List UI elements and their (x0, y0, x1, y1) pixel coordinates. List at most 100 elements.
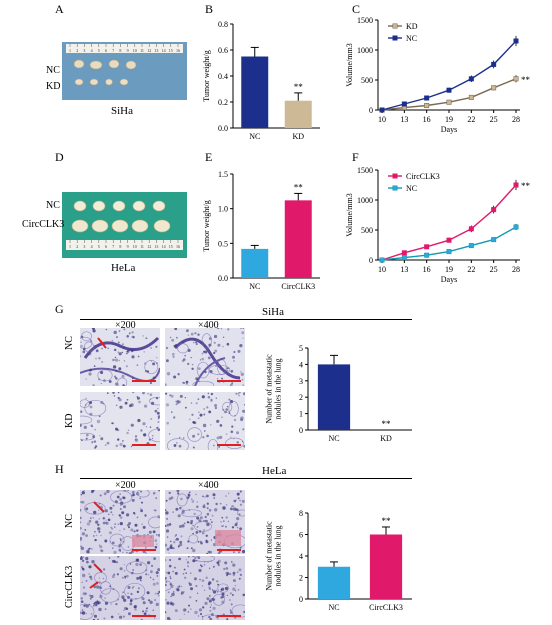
cell-nucleus (208, 567, 211, 569)
cell-nucleus (236, 517, 240, 521)
ruler-tick-label: 9 (127, 48, 129, 53)
cell-nucleus (166, 359, 169, 363)
cell-nucleus (152, 362, 156, 366)
cell-nucleus (229, 599, 231, 601)
ruler-tick-label: 16 (176, 244, 180, 249)
cell-nucleus (128, 333, 131, 335)
cell-nucleus (130, 423, 134, 427)
cell-nucleus (100, 549, 104, 553)
cell-nucleus (209, 588, 211, 590)
cell-nucleus (177, 514, 181, 518)
cell-nucleus (180, 591, 184, 595)
cell-nucleus (195, 531, 199, 534)
cell-nucleus (142, 525, 146, 529)
cell-nucleus (243, 392, 245, 396)
cell-nucleus (226, 342, 230, 346)
cell-nucleus (185, 382, 188, 385)
y-tick-label: 1500 (357, 16, 373, 25)
cell-nucleus (200, 613, 202, 615)
cell-nucleus (236, 431, 240, 435)
cell-nucleus (179, 543, 183, 547)
cell-nucleus (82, 559, 85, 562)
cell-nucleus (241, 331, 245, 335)
cell-nucleus (173, 444, 177, 447)
y-tick-label: 0.8 (218, 20, 228, 29)
cell-nucleus (129, 602, 133, 606)
panel-label-h: H (55, 462, 64, 476)
cell-nucleus (134, 435, 138, 438)
cell-nucleus (189, 596, 192, 599)
arrow-icon (97, 337, 107, 349)
cell-nucleus (150, 418, 153, 420)
cell-nucleus (156, 575, 159, 577)
cell-nucleus (190, 356, 192, 359)
cell-nucleus (232, 571, 236, 575)
cell-nucleus (225, 504, 228, 506)
x-tick-label: 16 (423, 115, 431, 124)
cell-nucleus (127, 592, 129, 595)
cell-nucleus (94, 345, 96, 347)
cell-nucleus (172, 570, 174, 573)
cell-nucleus (229, 573, 232, 576)
cell-nucleus (188, 582, 190, 584)
cell-nucleus (134, 608, 137, 611)
cell-nucleus (95, 604, 98, 607)
cell-nucleus (106, 490, 110, 494)
cell-nucleus (80, 402, 82, 404)
cell-nucleus (206, 512, 210, 516)
cell-nucleus (89, 575, 92, 579)
cell-nucleus (131, 335, 134, 339)
cell-nucleus (94, 614, 97, 618)
cell-nucleus (132, 392, 135, 394)
cell-nucleus (177, 373, 180, 376)
cell-nucleus (91, 441, 94, 444)
alveolus (110, 490, 133, 504)
cell-nucleus (191, 363, 194, 366)
cell-nucleus (225, 408, 228, 411)
cell-nucleus (185, 572, 188, 574)
cell-nucleus (194, 577, 197, 581)
cell-nucleus (197, 540, 200, 543)
cell-nucleus (150, 564, 154, 568)
cell-nucleus (203, 504, 205, 506)
cell-nucleus (86, 560, 89, 564)
cell-nucleus (197, 367, 201, 370)
cell-nucleus (188, 604, 190, 607)
cell-nucleus (210, 539, 213, 541)
cell-nucleus (215, 502, 218, 506)
scale-bar (217, 615, 241, 617)
cell-nucleus (240, 418, 244, 422)
cell-nucleus (238, 395, 240, 397)
cell-nucleus (82, 350, 86, 354)
cell-nucleus (204, 496, 206, 498)
cell-nucleus (92, 329, 96, 333)
alveolus (187, 427, 202, 442)
cell-nucleus (236, 492, 240, 496)
cell-nucleus (165, 511, 169, 515)
cell-nucleus (126, 398, 129, 401)
alveolus (149, 396, 160, 406)
ruler-tick-label: 15 (169, 244, 173, 249)
cell-nucleus (95, 534, 98, 537)
cell-nucleus (118, 548, 122, 552)
cell-nucleus (186, 561, 190, 564)
cell-nucleus (93, 490, 95, 491)
cell-nucleus (111, 527, 114, 530)
cell-nucleus (120, 539, 122, 541)
cell-nucleus (149, 600, 153, 604)
y-tick-label: 500 (361, 76, 373, 85)
tumors-nc-row (73, 200, 166, 212)
cell-nucleus (222, 346, 224, 348)
cell-nucleus (178, 544, 181, 547)
significance-label: ** (521, 181, 531, 191)
cell-nucleus (187, 493, 189, 495)
arrow-icon (93, 501, 105, 513)
cell-nucleus (195, 402, 198, 405)
cell-nucleus (202, 495, 204, 498)
cell-nucleus (115, 404, 118, 407)
section-title-hela: HeLa (262, 465, 287, 477)
cell-nucleus (183, 608, 187, 612)
cell-nucleus (112, 514, 114, 516)
cell-nucleus (98, 518, 100, 520)
cell-nucleus (190, 587, 193, 591)
